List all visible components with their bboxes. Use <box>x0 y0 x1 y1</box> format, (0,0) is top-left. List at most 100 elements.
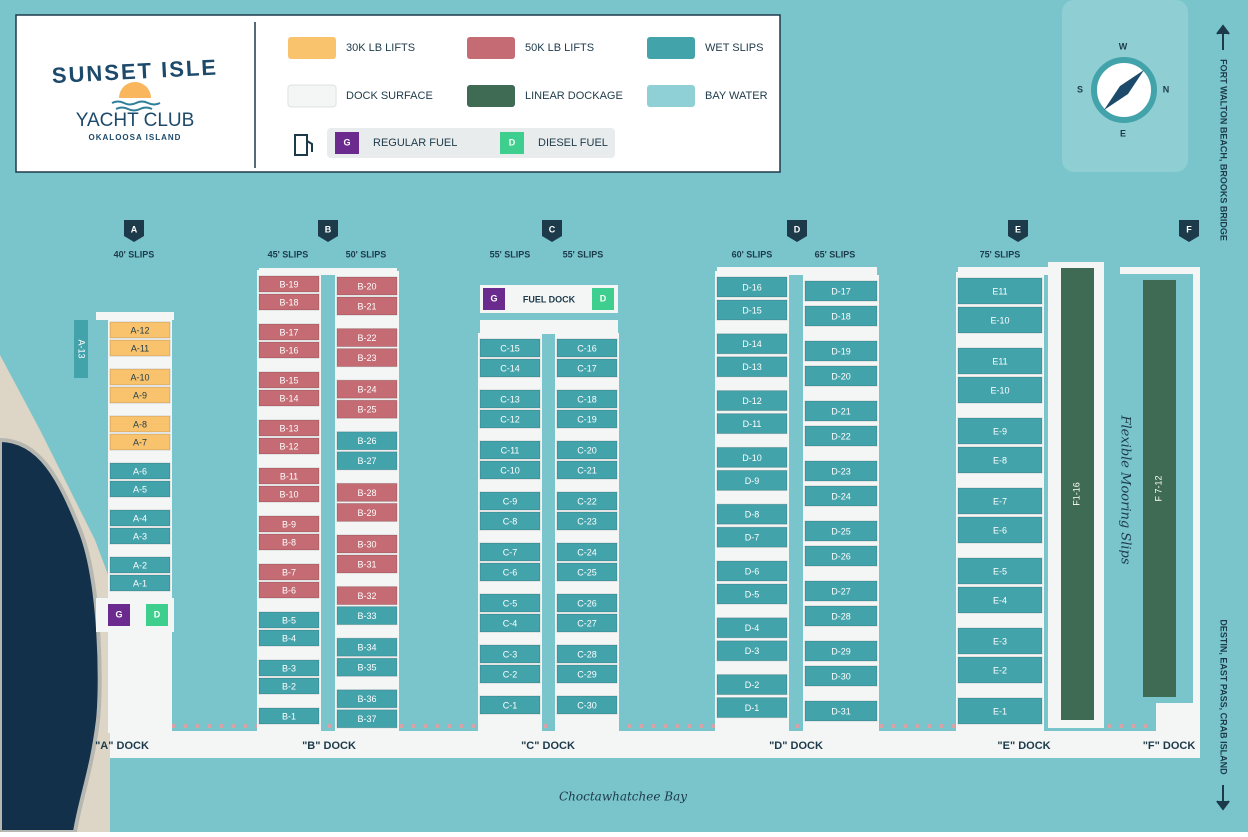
slip <box>109 386 171 404</box>
slip-label: B-36 <box>357 694 376 704</box>
slip <box>336 379 398 399</box>
slip <box>109 321 171 339</box>
fuel-label: DIESEL FUEL <box>538 137 608 149</box>
slip-label: B-19 <box>279 279 298 289</box>
slip-label: B-20 <box>357 281 376 291</box>
dock-marker-label: B <box>325 224 332 234</box>
legend-swatch <box>467 37 515 59</box>
dock-marker <box>1179 220 1199 242</box>
slip <box>957 306 1043 334</box>
slip <box>109 368 171 386</box>
slip <box>479 389 541 409</box>
slip-label: B-28 <box>357 488 376 498</box>
slip <box>479 664 541 684</box>
slip-label: B-30 <box>357 539 376 549</box>
slip-label: D-9 <box>745 476 760 486</box>
slip-label: B-11 <box>280 471 298 481</box>
slip-label: D-5 <box>745 589 760 599</box>
compass-e: E <box>1120 128 1126 138</box>
slip <box>957 516 1043 544</box>
slip <box>804 400 878 422</box>
slip-label: D-17 <box>831 286 851 296</box>
slip-label: D-12 <box>742 396 762 406</box>
logo-subtitle: YACHT CLUB <box>76 110 195 131</box>
dock-spine <box>1156 703 1200 733</box>
slip-label: C-22 <box>577 496 597 506</box>
slip <box>716 333 788 355</box>
slip-label: C-4 <box>503 618 518 628</box>
slip <box>804 485 878 507</box>
slip <box>258 629 320 647</box>
slip-label: E-10 <box>990 315 1009 325</box>
slip-label: A-11 <box>131 343 149 353</box>
slip-label: B-12 <box>279 441 298 451</box>
slip <box>479 460 541 480</box>
slip-label: B-18 <box>279 297 298 307</box>
slip <box>556 409 618 429</box>
slip-label: A-9 <box>133 390 147 400</box>
slip-heading: 55' SLIPS <box>490 249 531 259</box>
slip-label: B-1 <box>282 711 296 721</box>
linear-dock <box>1143 280 1176 697</box>
dock-label: "F" DOCK <box>1143 740 1196 752</box>
slip-heading: 45' SLIPS <box>268 249 309 259</box>
slip <box>716 413 788 435</box>
slip <box>804 460 878 482</box>
dock-top <box>958 267 1056 275</box>
slip <box>479 644 541 664</box>
slip-label: C-20 <box>577 445 597 455</box>
slip <box>556 491 618 511</box>
slip-label: D-29 <box>831 646 851 656</box>
slip <box>258 677 320 695</box>
slip <box>258 515 320 533</box>
slip-label: C-8 <box>503 516 518 526</box>
slip-label: D-22 <box>831 431 851 441</box>
slip <box>479 695 541 715</box>
slip <box>716 697 788 719</box>
slip-label: B-32 <box>357 591 376 601</box>
slip <box>336 554 398 574</box>
dock-label: "A" DOCK <box>95 740 149 752</box>
fuel-swatch <box>500 132 524 154</box>
slip-label: A-1 <box>133 578 147 588</box>
slip <box>957 697 1043 725</box>
slip-label: E-4 <box>993 595 1007 605</box>
slip-heading: 65' SLIPS <box>815 249 856 259</box>
slip <box>109 462 171 480</box>
slip <box>556 593 618 613</box>
dock-label: "D" DOCK <box>769 740 823 752</box>
slip-label: D-7 <box>745 533 760 543</box>
dock-spine <box>1193 267 1200 733</box>
slip <box>716 640 788 662</box>
slip-label: B-15 <box>279 375 298 385</box>
slip <box>479 511 541 531</box>
slip <box>74 320 88 378</box>
compass-w: W <box>1119 41 1128 51</box>
linear-dock-label: F1-16 <box>1071 482 1081 506</box>
slip <box>804 425 878 447</box>
dock-marker <box>318 220 338 242</box>
slip-label: D-28 <box>831 611 851 621</box>
slip <box>479 358 541 378</box>
slip-label: B-7 <box>282 567 296 577</box>
fuel-legend-bg <box>327 128 615 158</box>
bay-label: Choctawhatchee Bay <box>559 790 687 804</box>
dock-top <box>480 320 618 334</box>
main-walkway <box>110 731 1200 758</box>
slip <box>716 446 788 468</box>
slip-label: B-4 <box>282 633 296 643</box>
slip-heading: 40' SLIPS <box>114 249 155 259</box>
legend-swatch <box>647 85 695 107</box>
dock-label: "B" DOCK <box>302 740 356 752</box>
slip-label: C-28 <box>577 649 597 659</box>
slip-label: E11 <box>992 286 1007 296</box>
slip-label: E-9 <box>993 426 1007 436</box>
dock-label: "E" DOCK <box>997 740 1050 752</box>
legend-label: WET SLIPS <box>705 42 763 54</box>
logo-location: OKALOOSA ISLAND <box>89 133 182 142</box>
slip-label: D-23 <box>831 466 851 476</box>
slip-label: B-22 <box>357 333 376 343</box>
slip-label: E-2 <box>993 665 1007 675</box>
slip-label: D-25 <box>831 526 851 536</box>
